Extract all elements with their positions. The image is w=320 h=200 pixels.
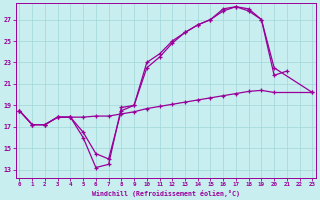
X-axis label: Windchill (Refroidissement éolien,°C): Windchill (Refroidissement éolien,°C) xyxy=(92,190,240,197)
